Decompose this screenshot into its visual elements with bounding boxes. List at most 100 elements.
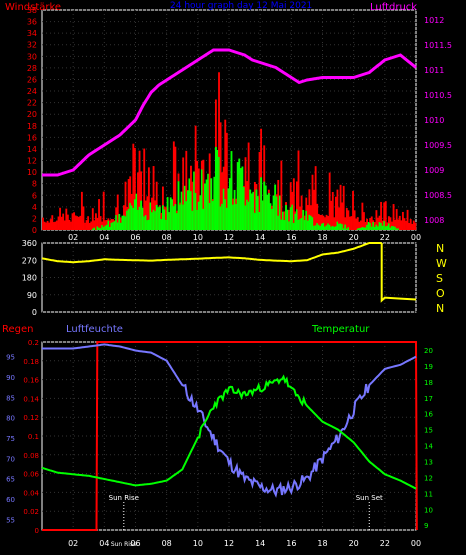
gust-bar xyxy=(76,216,79,230)
gust-bar xyxy=(395,209,398,230)
wind-bar xyxy=(252,191,255,230)
gust-bar xyxy=(394,219,397,230)
chart-title: 24 hour graph day 12 Mai 2021 xyxy=(170,1,312,11)
wind-bar xyxy=(199,195,202,230)
wind-bar xyxy=(378,222,381,230)
gust-bar xyxy=(202,159,205,230)
gust-bar xyxy=(297,150,300,230)
x-tick-label: 22 xyxy=(380,539,390,548)
wind-bar xyxy=(225,207,228,230)
gust-bar xyxy=(334,196,337,230)
gust-bar xyxy=(345,208,348,230)
gust-bar xyxy=(409,218,412,230)
wind-bar xyxy=(169,197,172,230)
gust-bar xyxy=(330,200,333,230)
wind-bar xyxy=(356,228,359,230)
x-tick-label: 14 xyxy=(255,539,265,548)
gust-bar xyxy=(116,194,119,230)
wind-direction-grid xyxy=(42,242,417,313)
rain-tick-label: 0.04 xyxy=(23,489,39,497)
wind-pressure-grid xyxy=(42,9,417,231)
wind-bar xyxy=(341,224,344,230)
gust-bar xyxy=(70,221,72,230)
temperature-tick-label: 12 xyxy=(424,474,433,482)
x-tick-label: 12 xyxy=(224,539,234,548)
gust-bar xyxy=(96,217,99,230)
wind-bar xyxy=(281,211,284,230)
wind-bar xyxy=(224,199,227,230)
wind-bar xyxy=(135,193,138,230)
temperature-tick-label: 18 xyxy=(424,379,433,387)
wind-bar xyxy=(384,226,387,230)
gust-bar xyxy=(80,191,83,230)
wind-bar xyxy=(205,179,208,230)
wind-bar xyxy=(213,176,216,230)
gust-bar xyxy=(316,203,319,230)
wind-bar xyxy=(132,208,135,230)
gust-bar xyxy=(221,172,224,230)
gust-bar xyxy=(400,220,403,230)
wind-bar xyxy=(191,210,194,230)
gust-bar xyxy=(296,181,298,230)
wind-bar xyxy=(104,225,107,230)
compass-label: N xyxy=(436,242,444,255)
wind-bar xyxy=(105,224,108,230)
rain-tick-label: 0.14 xyxy=(23,395,39,403)
gust-bar xyxy=(339,184,342,230)
wind-bar xyxy=(334,226,337,230)
rain-axis-title: Regen xyxy=(2,324,34,335)
pressure-tick-label: 1008 xyxy=(424,216,444,225)
wind-axis-title: Windstärke xyxy=(5,2,61,13)
wind-bar xyxy=(395,228,398,230)
humidity-line xyxy=(42,343,417,498)
gust-bar xyxy=(359,220,362,230)
pressure-line xyxy=(42,48,417,177)
wind-bar xyxy=(345,228,348,230)
wind-bar xyxy=(154,211,157,230)
gust-bar xyxy=(62,213,65,230)
gust-bar xyxy=(355,218,358,230)
wind-bar xyxy=(222,188,225,230)
wind-bar xyxy=(219,206,222,230)
wind-bar xyxy=(188,178,191,230)
wind-bar xyxy=(185,201,188,230)
wind-bar xyxy=(253,212,256,230)
wind-bar xyxy=(285,205,287,230)
temperature-tick-label: 14 xyxy=(424,443,433,451)
gust-bar xyxy=(358,221,361,230)
wind-tick-label: 34 xyxy=(27,29,37,38)
gust-bar xyxy=(147,167,150,230)
gust-bar xyxy=(94,213,97,230)
wind-tick-label: 2 xyxy=(32,214,37,223)
wind-tick-label: 16 xyxy=(27,133,37,142)
wind-bar xyxy=(146,220,149,230)
gust-bar xyxy=(258,151,261,230)
wind-bar xyxy=(274,184,277,230)
wind-bar xyxy=(172,206,175,230)
temperature-tick-label: 19 xyxy=(424,363,433,371)
gust-bar xyxy=(320,214,323,230)
gust-bar xyxy=(352,190,354,230)
wind-tick-label: 24 xyxy=(27,87,37,96)
sun-annotations: Sun Rise Sun Set Sun Rise xyxy=(109,494,383,548)
temperature-tick-label: 13 xyxy=(424,458,433,466)
wind-bar xyxy=(370,226,373,230)
wind-bar xyxy=(116,222,119,230)
wind-bar xyxy=(238,158,241,230)
gust-bar xyxy=(138,150,141,230)
wind-bar xyxy=(174,204,177,230)
gust-bar xyxy=(289,182,292,230)
gust-bar xyxy=(373,222,376,230)
temperature-tick-label: 17 xyxy=(424,395,433,403)
wind-bar xyxy=(358,228,361,230)
wind-bar xyxy=(363,227,365,230)
gust-bar xyxy=(49,219,52,230)
gust-bar xyxy=(331,192,334,230)
wind-bar xyxy=(158,206,161,230)
x-tick-label: 08 xyxy=(162,539,172,548)
pressure-axis-ticks: 1008 1008.5 1009 1009.5 1010 1010.5 1011 1011.5… xyxy=(424,16,452,225)
x-tick-label: 18 xyxy=(317,539,327,548)
wind-bar xyxy=(297,219,300,230)
wind-bar xyxy=(336,221,339,230)
